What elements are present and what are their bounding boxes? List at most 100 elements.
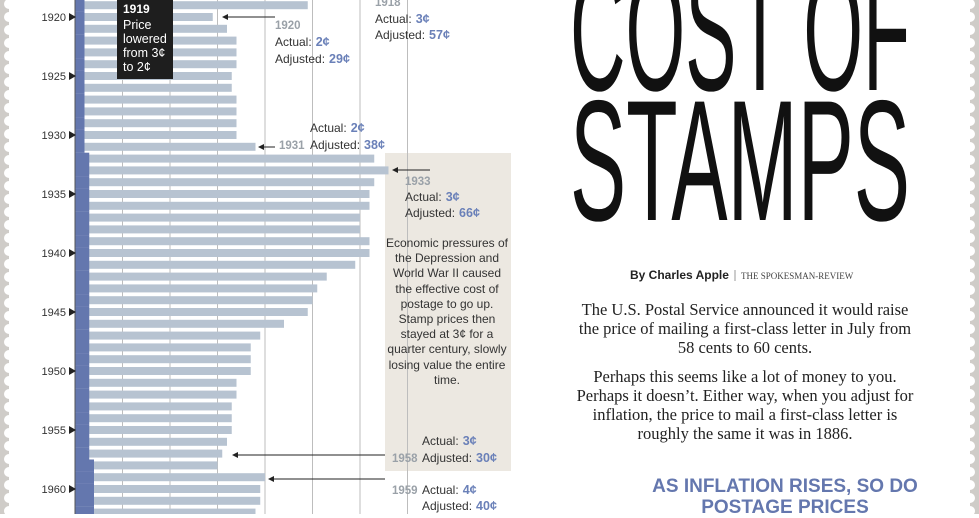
pointer-head (222, 14, 228, 20)
bar (75, 355, 251, 364)
perforation (4, 454, 14, 464)
bar (75, 365, 90, 377)
perforation (4, 363, 14, 373)
perforation (4, 441, 14, 451)
annotation-value: 30¢ (476, 451, 497, 465)
annotation-value: 57¢ (429, 28, 450, 42)
bar (75, 284, 318, 293)
perforation (4, 25, 14, 35)
perforation (4, 324, 14, 334)
y-tick-label: 1940 (42, 248, 66, 260)
perforation (4, 402, 14, 412)
annotation-label: Actual: (310, 121, 347, 135)
pointer-head (392, 167, 398, 173)
annotation-label: Actual: (422, 434, 459, 448)
perforation (4, 64, 14, 74)
perforation (4, 311, 14, 321)
annotation-label: Adjusted: (275, 52, 325, 66)
y-tick-label: 1960 (42, 484, 66, 496)
perforation (965, 90, 975, 100)
perforation (4, 38, 14, 48)
bar (75, 105, 85, 118)
annotation-value: 2¢ (351, 121, 365, 135)
pointer-head (232, 452, 238, 458)
perforation (4, 389, 14, 399)
perforation (4, 467, 14, 477)
tick-arrow (69, 426, 76, 434)
perforation (4, 298, 14, 308)
perforation (965, 246, 975, 256)
bar (75, 93, 85, 106)
bar (75, 306, 90, 318)
annotation-year: 1918 (375, 0, 401, 9)
tick-arrow (69, 190, 76, 198)
bar (75, 211, 90, 224)
perforation (4, 415, 14, 425)
annotation-value: 66¢ (459, 206, 480, 220)
callout-year: 1919 (123, 2, 150, 16)
bar (75, 402, 232, 411)
perforation (4, 168, 14, 178)
perforation (965, 220, 975, 230)
perforation (965, 272, 975, 282)
perforation (4, 129, 14, 139)
bar (75, 190, 370, 198)
bar (75, 213, 360, 222)
annotation-label: Adjusted: (405, 206, 455, 220)
bar (75, 201, 370, 210)
bar (75, 319, 284, 328)
perforation (965, 480, 975, 490)
title-line: COST OF (570, 0, 910, 127)
callout-line: Price (123, 18, 152, 32)
bar (75, 471, 94, 484)
annotation-value: 3¢ (416, 12, 430, 26)
y-tick-label: 1920 (42, 12, 66, 24)
perforation (4, 12, 14, 22)
perforation (965, 467, 975, 477)
perforation (4, 376, 14, 386)
perforation (4, 428, 14, 438)
bar (75, 131, 237, 139)
bar (75, 0, 85, 12)
annotation-label: Actual: (405, 190, 442, 204)
tick-arrow (69, 249, 76, 257)
perforation (4, 337, 14, 347)
bar (75, 329, 90, 342)
perforation (965, 506, 975, 514)
annotation-value: 38¢ (364, 138, 385, 152)
perforation (4, 480, 14, 490)
tick-arrow (69, 131, 76, 139)
callout-line: from 3¢ (123, 46, 165, 60)
bar (75, 485, 261, 493)
bar (75, 447, 90, 460)
annotation-value: 4¢ (463, 483, 477, 497)
bar (75, 317, 90, 330)
bar (75, 119, 237, 128)
perforation (965, 454, 975, 464)
bar (75, 378, 237, 387)
perforation (4, 220, 14, 230)
edge-strip (970, 0, 979, 514)
annotation-label: Adjusted: (310, 138, 360, 152)
perforation (4, 272, 14, 282)
bar (75, 496, 261, 505)
bar (75, 46, 85, 59)
bar (75, 107, 237, 116)
annotation-label: Adjusted: (375, 28, 425, 42)
bar (75, 199, 90, 212)
bar (75, 341, 90, 354)
bar (75, 426, 232, 434)
perforation (4, 207, 14, 217)
callout-line: lowered (123, 32, 167, 46)
annotation-label: Actual: (375, 12, 412, 26)
perforation (965, 337, 975, 347)
bar (75, 34, 85, 47)
callout-line: to 2¢ (123, 60, 151, 74)
perforation (965, 64, 975, 74)
perforation (965, 363, 975, 373)
annotation-year: 1959 (392, 485, 418, 497)
pointer-head (268, 476, 274, 482)
bar (75, 142, 256, 151)
